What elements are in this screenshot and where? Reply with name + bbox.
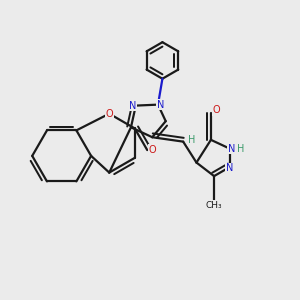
Text: N: N — [228, 144, 235, 154]
Text: H: H — [188, 135, 195, 145]
Text: O: O — [105, 109, 113, 119]
Text: N: N — [226, 164, 234, 173]
Text: N: N — [129, 100, 137, 111]
Text: CH₃: CH₃ — [206, 201, 222, 210]
Text: O: O — [149, 145, 156, 155]
Text: H: H — [237, 144, 245, 154]
Text: O: O — [212, 105, 220, 116]
Text: N: N — [157, 100, 165, 110]
